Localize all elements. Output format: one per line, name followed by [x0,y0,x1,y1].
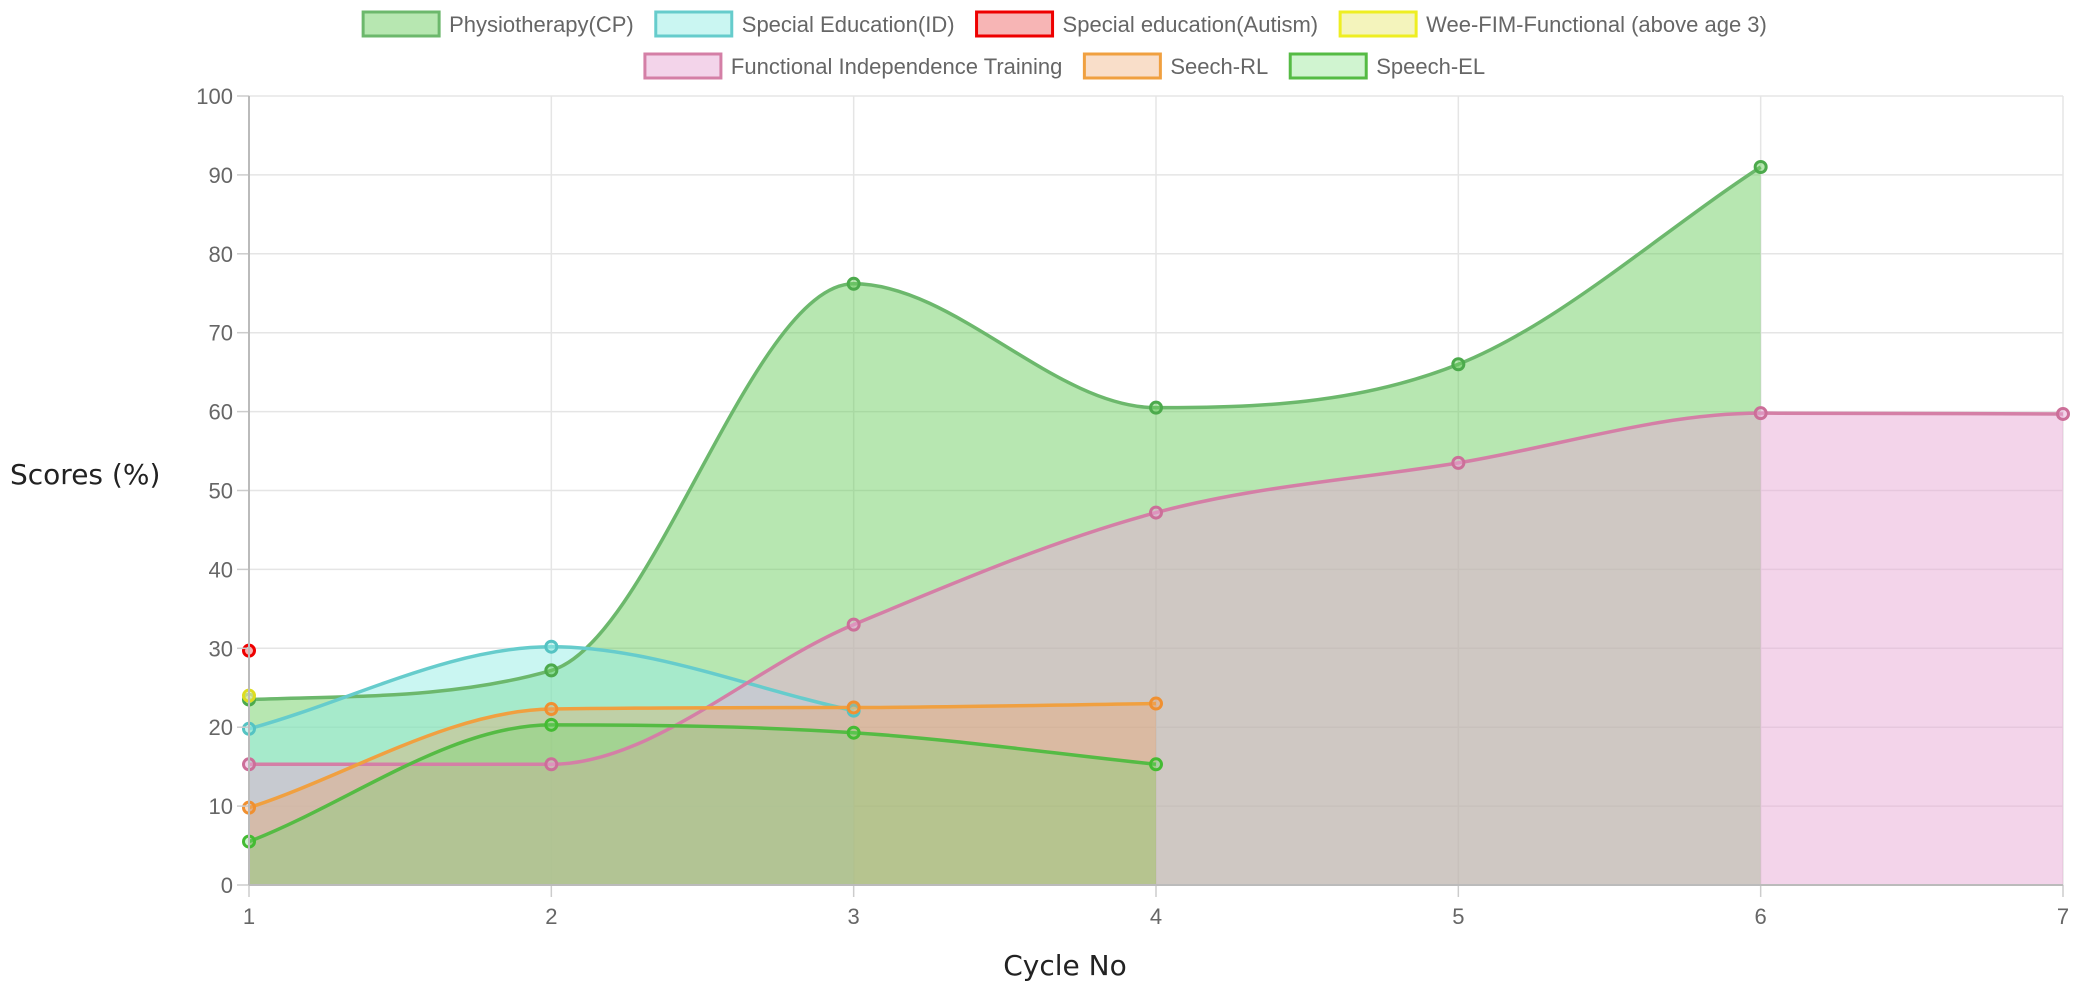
legend-label: Special Education(ID) [742,12,955,37]
legend-label: Functional Independence Training [731,54,1062,79]
data-point[interactable] [2056,406,2070,421]
area-layer [249,167,2063,885]
y-axis-title: Scores (%) [10,458,160,491]
legend-label: Special education(Autism) [1063,12,1319,37]
y-tick-label: 60 [209,400,233,425]
series-area [249,703,1156,885]
legend-label: Wee-FIM-Functional (above age 3) [1426,12,1767,37]
series-line [248,165,1762,702]
legend-swatch [654,10,734,38]
data-point[interactable] [846,725,861,740]
y-tick-label: 80 [209,242,233,267]
y-tick-label: 40 [209,557,233,582]
x-tick-label: 3 [848,904,860,929]
legend-swatch [1338,10,1418,38]
y-tick-label: 100 [196,84,233,109]
legend-swatch [643,52,723,80]
series-area [249,413,2063,885]
data-point[interactable] [544,639,559,654]
y-tick-label: 70 [209,321,233,346]
legend-item[interactable]: Seech-RL [1082,52,1268,80]
data-point[interactable] [846,276,861,291]
data-point[interactable] [1753,160,1768,175]
x-tick-label: 5 [1452,904,1464,929]
data-point[interactable] [846,617,861,632]
legend-swatch [975,10,1055,38]
x-tick-label: 2 [545,904,557,929]
series-line [248,701,1157,810]
x-tick-label: 6 [1755,904,1767,929]
legend-label: Physiotherapy(CP) [449,12,634,37]
y-tick-label: 0 [221,873,233,898]
data-point[interactable] [1451,357,1466,372]
data-point[interactable] [544,757,559,772]
legend-item[interactable]: Functional Independence Training [643,52,1062,80]
data-point[interactable] [1149,757,1163,772]
y-tick-label: 20 [209,715,233,740]
y-tick-label: 10 [209,794,233,819]
data-point[interactable] [544,663,559,678]
x-tick-label: 4 [1150,904,1162,929]
y-tick-label: 90 [209,163,233,188]
y-tick-label: 30 [209,636,233,661]
axis-layer: 0 10 20 30 40 50 60 70 80 90 100 1 2 3 4 5 6 7 [196,84,2069,929]
legend-label: Seech-RL [1170,54,1268,79]
legend-label: Speech-EL [1376,54,1485,79]
legend-item[interactable]: Speech-EL [1288,52,1485,80]
data-point[interactable] [1149,505,1163,520]
legend-item[interactable]: Physiotherapy(CP) [361,10,634,38]
legend-swatch [1288,52,1368,80]
data-point[interactable] [1451,455,1466,470]
legend-swatch [361,10,441,38]
legend-item[interactable]: Wee-FIM-Functional (above age 3) [1338,10,1767,38]
x-tick-label: 1 [243,904,255,929]
data-point[interactable] [544,702,559,717]
legend-swatch [1082,52,1162,80]
series-line [248,723,1157,844]
data-point[interactable] [544,717,559,732]
legend-item[interactable]: Special Education(ID) [654,10,955,38]
data-point[interactable] [846,700,861,715]
legend-item[interactable]: Special education(Autism) [975,10,1319,38]
data-point[interactable] [1753,406,1768,421]
x-axis-title: Cycle No [1003,949,1127,981]
x-tick-label: 7 [2057,904,2069,929]
legend: Physiotherapy(CP) Special Education(ID) Sp… [361,10,1767,80]
data-point[interactable] [1149,400,1163,415]
y-tick-label: 50 [209,479,233,504]
data-point[interactable] [1149,696,1163,711]
